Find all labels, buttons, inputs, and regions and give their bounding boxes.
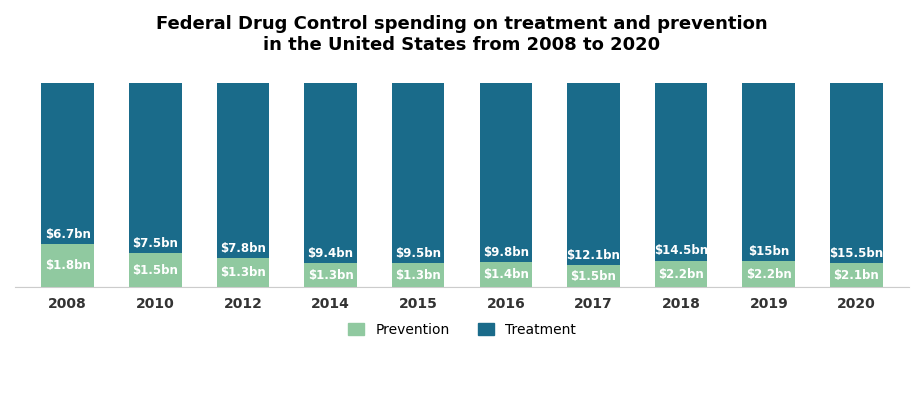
Text: $7.5bn: $7.5bn [132,237,178,251]
Bar [304,263,357,288]
Text: $9.8bn: $9.8bn [483,246,529,259]
Bar [567,265,620,288]
Text: $1.8bn: $1.8bn [44,259,91,272]
Bar [655,83,708,261]
Bar [392,83,444,263]
Bar [567,83,620,265]
Text: $12.1bn: $12.1bn [566,249,620,262]
Bar [655,261,708,288]
Text: $2.2bn: $2.2bn [658,268,704,281]
Bar [743,83,795,261]
Bar [129,253,181,288]
Text: $1.5bn: $1.5bn [570,270,616,283]
Bar [480,262,532,288]
Bar [480,83,532,262]
Bar [216,258,269,288]
Text: $2.2bn: $2.2bn [746,268,792,281]
Bar [129,83,181,253]
Text: $15bn: $15bn [748,245,789,258]
Text: $14.5bn: $14.5bn [654,244,708,257]
Text: $1.3bn: $1.3bn [308,268,353,282]
Text: $9.5bn: $9.5bn [395,247,441,260]
Bar [216,83,269,258]
Text: $1.5bn: $1.5bn [132,264,178,277]
Bar [304,83,357,263]
Title: Federal Drug Control spending on treatment and prevention
in the United States f: Federal Drug Control spending on treatme… [156,15,768,54]
Bar [743,261,795,288]
Text: $1.3bn: $1.3bn [220,266,266,279]
Bar [830,263,882,288]
Text: $7.8bn: $7.8bn [220,242,266,255]
Bar [42,244,94,288]
Text: $15.5bn: $15.5bn [830,247,883,260]
Legend: Prevention, Treatment: Prevention, Treatment [342,317,582,342]
Bar [42,83,94,244]
Text: $1.4bn: $1.4bn [483,268,529,281]
Bar [830,83,882,263]
Text: $6.7bn: $6.7bn [44,228,91,241]
Text: $2.1bn: $2.1bn [833,269,880,282]
Bar [392,263,444,288]
Text: $9.4bn: $9.4bn [308,246,354,259]
Text: $1.3bn: $1.3bn [395,269,441,282]
